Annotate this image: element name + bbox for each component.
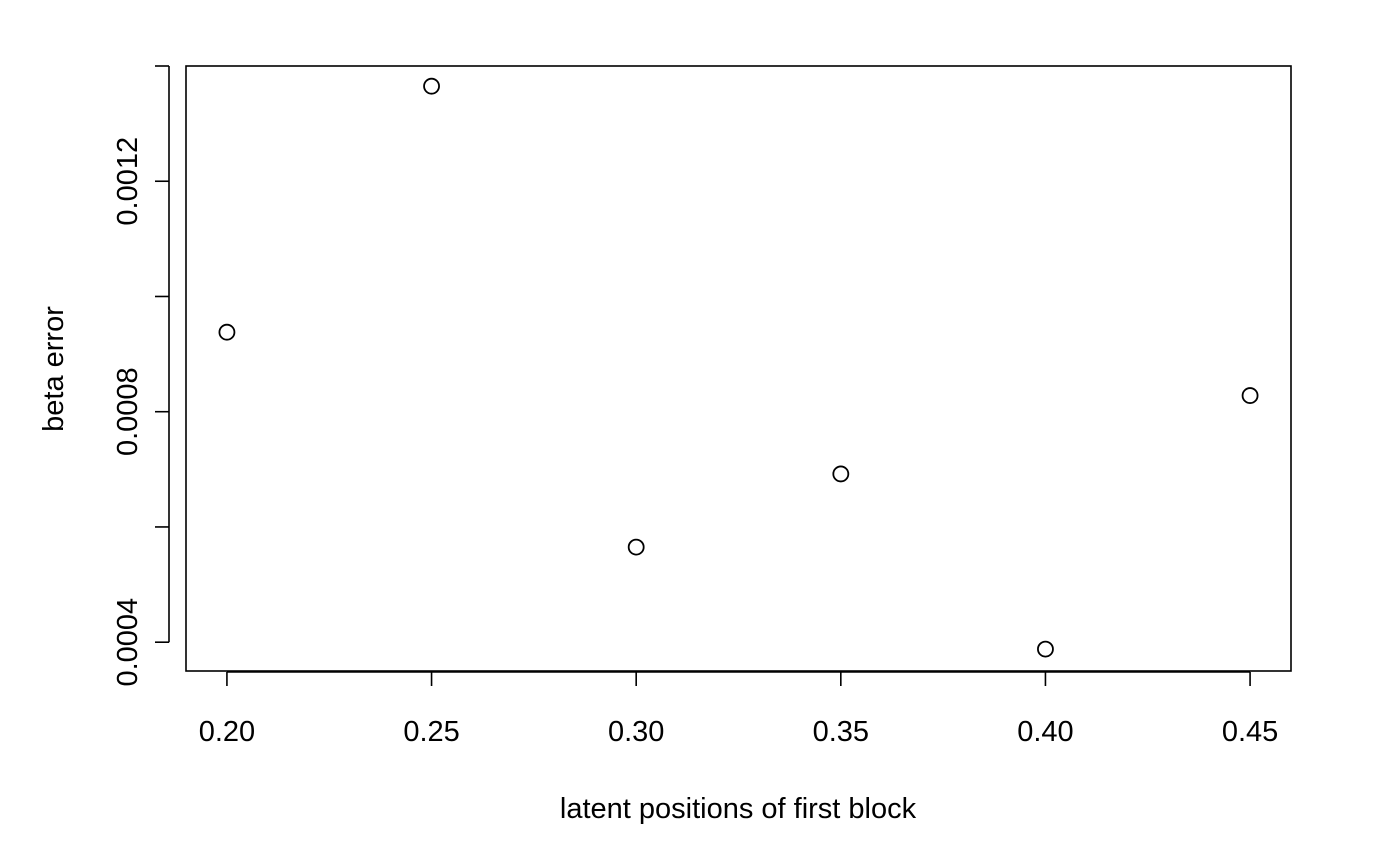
y-axis: 0.0004 0.0008 0.0012	[112, 65, 170, 687]
data-point	[1037, 640, 1054, 658]
data-point	[423, 77, 440, 95]
x-tick-label: 0.40	[1017, 716, 1073, 748]
x-tick-label: 0.35	[813, 716, 869, 748]
data-point	[627, 538, 645, 556]
x-axis: 0.20 0.25 0.30 0.35 0.40 0.45	[199, 671, 1278, 748]
data-point	[1241, 387, 1259, 404]
y-axis-title: beta error	[38, 306, 70, 432]
y-tick-label: 0.0004	[112, 598, 144, 687]
x-tick-label: 0.45	[1222, 716, 1278, 748]
x-tick-label: 0.20	[199, 716, 255, 748]
y-tick-label: 0.0012	[112, 137, 144, 226]
plot-frame	[185, 65, 1292, 672]
x-tick-label: 0.30	[608, 716, 664, 748]
x-axis-title: latent positions of first block	[560, 793, 917, 825]
data-point	[832, 465, 850, 483]
data-point	[218, 323, 236, 341]
x-tick-label: 0.25	[403, 716, 459, 748]
data-points	[218, 77, 1259, 658]
y-tick-label: 0.0008	[112, 367, 144, 456]
